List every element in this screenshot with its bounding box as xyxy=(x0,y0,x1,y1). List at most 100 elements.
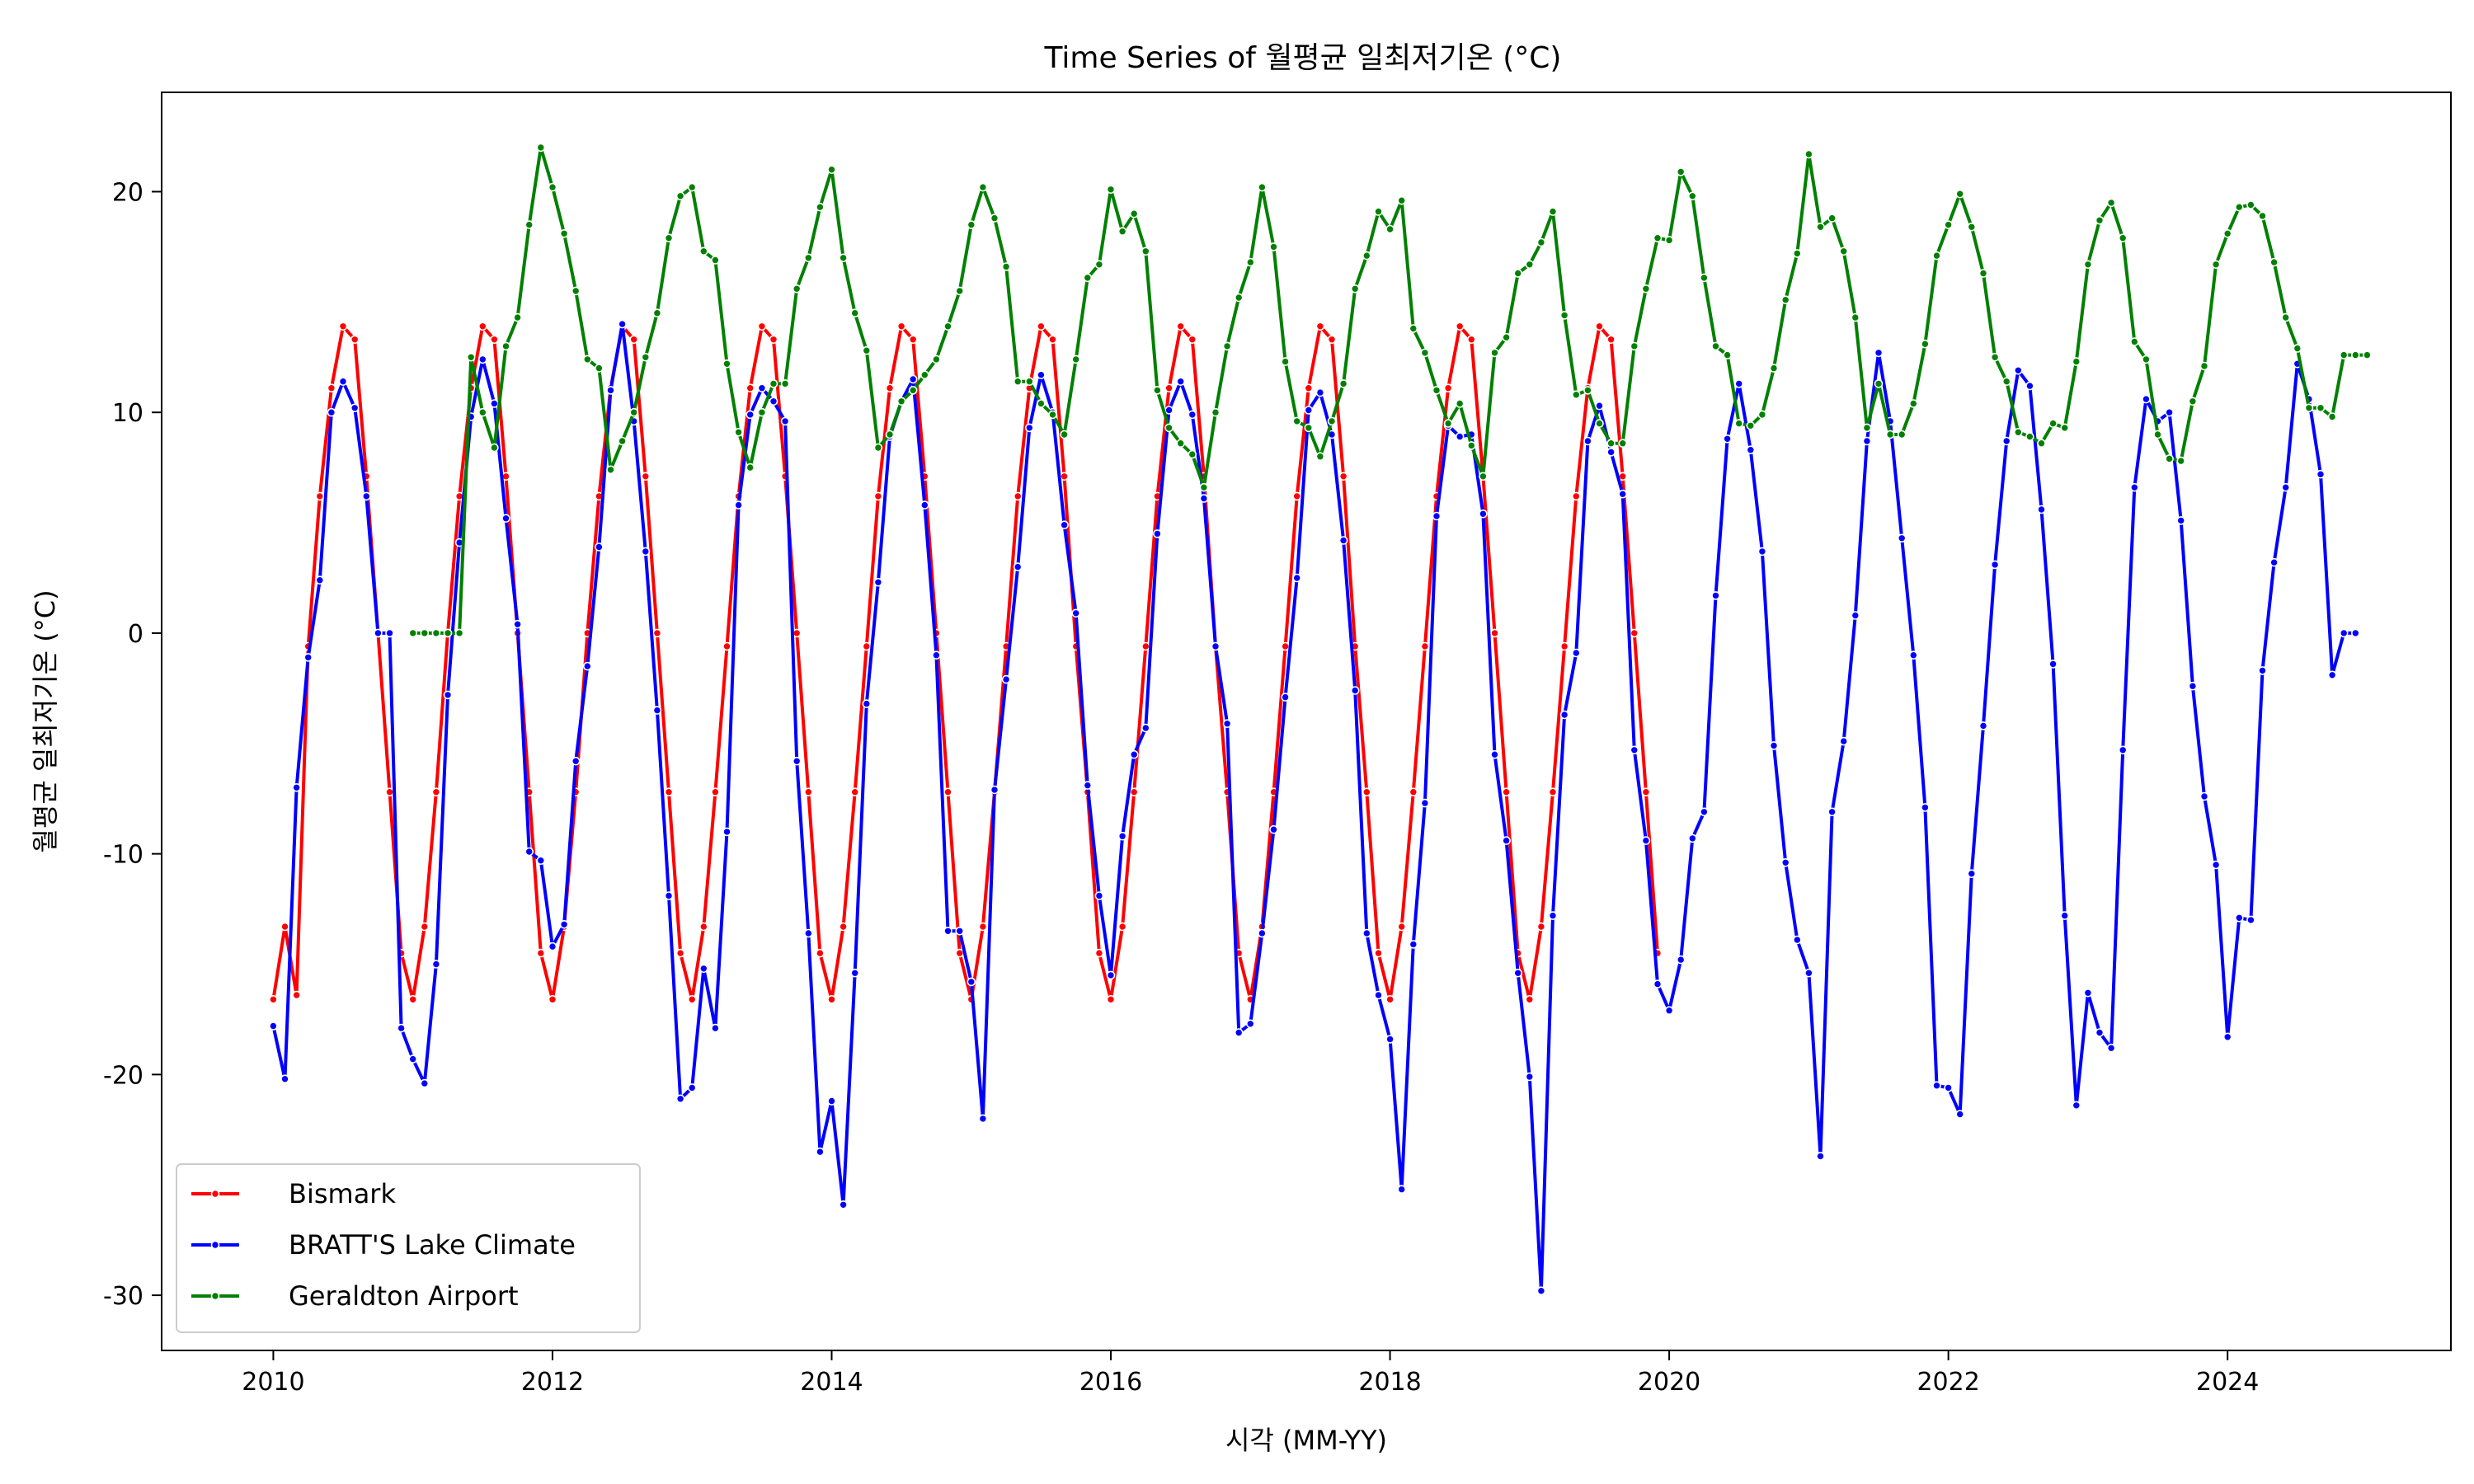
data-point xyxy=(1013,562,1023,571)
data-point xyxy=(1700,273,1709,283)
data-point xyxy=(1734,419,1743,428)
data-point xyxy=(1595,401,1604,411)
data-point xyxy=(2235,202,2244,212)
data-point xyxy=(1793,249,1802,258)
data-point xyxy=(850,787,859,797)
data-point xyxy=(1409,787,1418,797)
data-point xyxy=(2269,557,2279,567)
data-point xyxy=(698,922,708,932)
data-point xyxy=(1909,650,1918,660)
data-point xyxy=(1490,749,1499,759)
data-point xyxy=(1420,641,1430,651)
data-point xyxy=(1897,533,1907,543)
data-point xyxy=(722,641,731,651)
data-point xyxy=(955,286,964,296)
data-point xyxy=(1536,237,1546,247)
data-point xyxy=(431,787,441,797)
data-point xyxy=(967,977,976,987)
data-point xyxy=(885,383,895,393)
data-point xyxy=(1641,787,1651,797)
data-point xyxy=(629,407,639,417)
data-point xyxy=(1978,721,1988,730)
data-point xyxy=(1432,511,1442,521)
data-point xyxy=(1559,311,1569,320)
data-point xyxy=(1292,491,1301,501)
data-point xyxy=(1641,836,1651,845)
data-point xyxy=(1350,686,1360,695)
data-point xyxy=(2142,394,2151,404)
data-point xyxy=(873,443,883,453)
data-point xyxy=(2037,505,2046,514)
data-point xyxy=(1281,357,1290,366)
data-point xyxy=(664,787,674,797)
data-point xyxy=(1176,322,1185,331)
data-point xyxy=(2258,211,2267,221)
data-point xyxy=(374,628,383,638)
data-point xyxy=(1327,416,1337,426)
data-point xyxy=(1455,432,1465,441)
data-point xyxy=(315,491,325,501)
data-point xyxy=(1420,798,1430,808)
data-point xyxy=(1932,251,1941,261)
data-point xyxy=(1711,341,1720,351)
data-point xyxy=(327,383,336,393)
data-point xyxy=(1793,935,1802,945)
data-point xyxy=(1839,247,1848,256)
data-point xyxy=(1409,324,1418,333)
data-point xyxy=(792,628,802,638)
data-point xyxy=(1199,482,1209,492)
data-point xyxy=(1153,386,1162,395)
data-point xyxy=(2188,397,2198,406)
data-point xyxy=(908,386,918,395)
data-point xyxy=(687,995,697,1004)
data-point xyxy=(1548,787,1558,797)
data-point xyxy=(932,650,941,660)
data-point xyxy=(1327,335,1337,345)
data-point xyxy=(1048,335,1057,345)
data-point xyxy=(1967,222,1977,232)
data-point xyxy=(1897,430,1907,439)
data-point xyxy=(490,443,499,453)
data-point xyxy=(1362,928,1371,938)
data-point xyxy=(698,964,708,974)
data-point xyxy=(1164,383,1174,393)
data-point xyxy=(1443,419,1453,428)
data-point xyxy=(1385,995,1395,1004)
data-point xyxy=(1502,332,1511,342)
data-point xyxy=(1978,269,1988,278)
data-point xyxy=(698,247,708,256)
series-2 xyxy=(269,319,2360,1295)
data-point xyxy=(827,165,836,174)
data-point xyxy=(1222,719,1232,729)
data-point xyxy=(1734,379,1743,388)
data-point xyxy=(431,960,441,969)
data-point xyxy=(978,1114,988,1124)
data-point xyxy=(1862,423,1872,433)
data-point xyxy=(816,1147,825,1157)
series-line xyxy=(271,322,2356,1293)
data-point xyxy=(420,922,430,932)
legend: Bismark BRATT'S Lake Climate Geraldton Air… xyxy=(176,1163,641,1333)
data-point xyxy=(1723,350,1732,359)
data-point xyxy=(1153,529,1162,538)
data-point xyxy=(675,1094,685,1104)
data-point xyxy=(675,191,685,201)
data-point xyxy=(559,920,569,929)
chart-title: Time Series of 월평균 일최저기온 (°C) xyxy=(1044,41,1562,75)
data-point xyxy=(896,322,906,331)
data-point xyxy=(1420,348,1430,358)
data-point xyxy=(477,322,487,331)
data-point xyxy=(513,312,522,322)
data-point xyxy=(2048,660,2058,669)
data-point xyxy=(338,377,348,387)
data-point xyxy=(1071,608,1080,618)
data-point xyxy=(1630,628,1639,638)
data-point xyxy=(1362,251,1371,261)
data-point xyxy=(490,335,499,345)
legend-label: Bismark xyxy=(289,1178,396,1209)
data-point xyxy=(1746,420,1756,430)
data-point xyxy=(1479,472,1488,481)
data-point xyxy=(1001,262,1011,271)
data-point xyxy=(2188,681,2198,691)
